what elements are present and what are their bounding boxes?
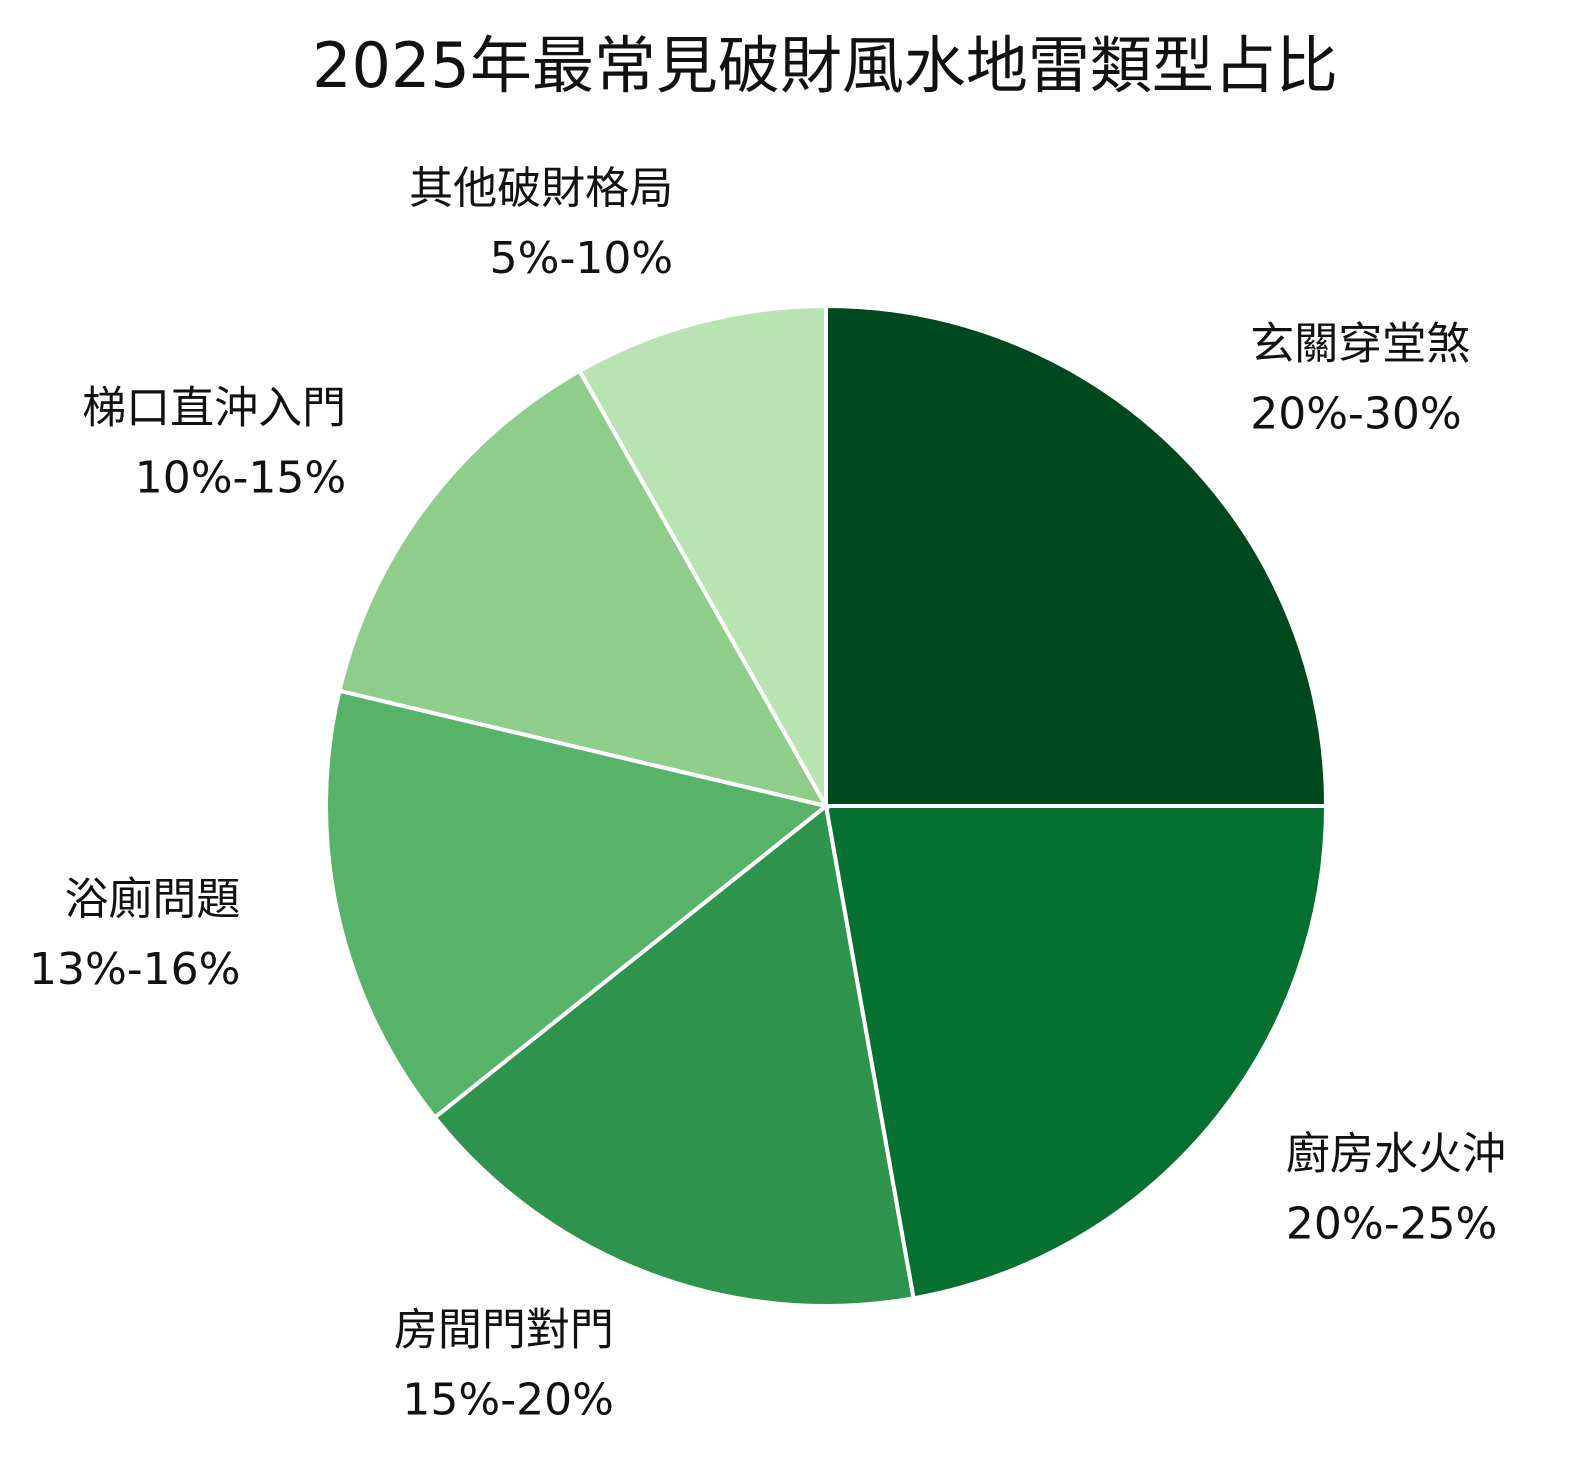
slice-label: 廚房水火沖 [1286,1128,1506,1179]
slice-range-label: 10%-15% [135,453,346,504]
slice-range-label: 5%-10% [490,233,673,284]
pie-slice [824,303,1329,808]
slice-label: 浴廁問題 [64,874,240,925]
slice-range-label: 20%-25% [1286,1198,1497,1249]
chart-title: 2025年最常見破財風水地雷類型占比 [312,29,1338,102]
pie-slice [337,368,830,810]
slice-label: 房間門對門 [394,1304,614,1355]
slice-label: 玄關穿堂煞 [1250,319,1470,370]
slice-range-label: 20%-30% [1250,389,1461,440]
slice-label: 其他破財格局 [409,163,673,214]
slice-range-label: 13%-16% [29,944,240,995]
slice-range-label: 15%-20% [402,1374,613,1425]
pie-slice [431,802,916,1308]
pie-slice [823,804,1329,1301]
pie-slice [324,688,831,1121]
slice-label: 梯口直沖入門 [82,383,346,434]
pie-slice [576,303,828,814]
